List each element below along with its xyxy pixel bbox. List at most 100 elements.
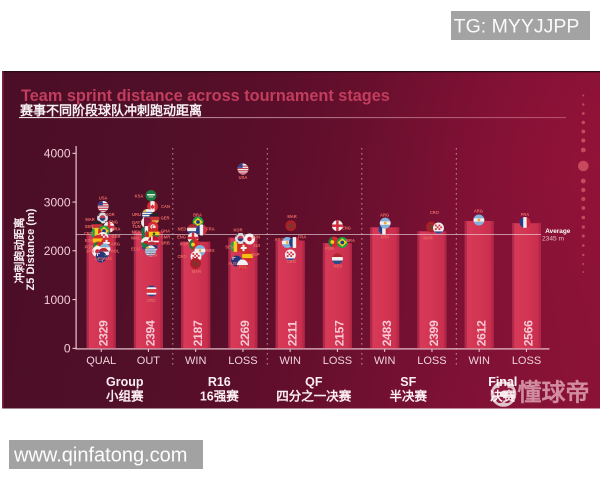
svg-text:0: 0 xyxy=(64,342,71,356)
svg-text:2329: 2329 xyxy=(96,320,110,346)
svg-text:WIN: WIN xyxy=(280,355,301,367)
svg-text:SF: SF xyxy=(400,375,416,389)
svg-text:Team sprint distance across to: Team sprint distance across tournament s… xyxy=(21,87,390,105)
svg-text:FRA: FRA xyxy=(521,212,529,217)
svg-text:SEN: SEN xyxy=(225,245,233,250)
svg-text:2269: 2269 xyxy=(238,320,252,346)
svg-text:ARG: ARG xyxy=(205,248,214,253)
svg-text:FRA: FRA xyxy=(298,235,306,240)
svg-text:ESP: ESP xyxy=(85,238,93,243)
svg-text:小组赛: 小组赛 xyxy=(105,389,144,404)
svg-text:LOSS: LOSS xyxy=(417,355,446,367)
svg-text:CRC: CRC xyxy=(147,298,156,303)
svg-text:GHA: GHA xyxy=(161,229,170,234)
svg-text:LOSS: LOSS xyxy=(323,355,352,367)
svg-text:ENG: ENG xyxy=(342,226,351,231)
svg-text:OUT: OUT xyxy=(137,355,161,367)
svg-text:KOR: KOR xyxy=(233,228,242,233)
svg-text:MEX: MEX xyxy=(132,230,141,235)
svg-text:SRB: SRB xyxy=(161,241,170,246)
svg-text:MAR: MAR xyxy=(287,214,296,219)
svg-text:POL: POL xyxy=(239,265,248,270)
svg-text:NED: NED xyxy=(95,257,104,262)
svg-text:WAL: WAL xyxy=(131,236,141,241)
svg-text:POR: POR xyxy=(85,245,94,250)
svg-text:Final: Final xyxy=(488,375,517,389)
svg-text:决赛: 决赛 xyxy=(490,389,516,404)
svg-text:ARG: ARG xyxy=(380,213,389,218)
svg-text:2399: 2399 xyxy=(427,320,441,346)
svg-text:ESP: ESP xyxy=(251,252,259,257)
svg-text:BRA: BRA xyxy=(112,227,121,232)
svg-text:TUN: TUN xyxy=(132,224,140,229)
svg-text:四分之一决赛: 四分之一决赛 xyxy=(276,389,352,404)
svg-text:CRO: CRO xyxy=(287,259,297,264)
svg-text:WIN: WIN xyxy=(185,355,206,367)
svg-text:ECU: ECU xyxy=(131,247,140,252)
svg-text:LOSS: LOSS xyxy=(228,355,257,367)
svg-text:CRO: CRO xyxy=(84,231,94,236)
svg-text:冲刺跑动距离: 冲刺跑动距离 xyxy=(12,218,26,284)
svg-text:赛事不同阶段球队冲刺跑动距离: 赛事不同阶段球队冲刺跑动距离 xyxy=(19,103,202,118)
svg-text:NED: NED xyxy=(334,264,343,269)
svg-text:ARG: ARG xyxy=(111,242,120,247)
svg-text:BRA: BRA xyxy=(346,238,355,243)
svg-text:NED: NED xyxy=(178,227,187,232)
svg-text:ENG: ENG xyxy=(177,235,186,240)
svg-text:CRO: CRO xyxy=(430,210,440,215)
svg-text:16强赛: 16强赛 xyxy=(200,389,239,404)
svg-text:MAR: MAR xyxy=(85,217,94,222)
svg-text:Z5 Distance (m): Z5 Distance (m) xyxy=(25,208,37,290)
svg-text:LOSS: LOSS xyxy=(512,355,541,367)
svg-text:GER: GER xyxy=(112,234,121,239)
svg-text:BRA: BRA xyxy=(193,213,202,218)
svg-text:QAT: QAT xyxy=(132,220,141,225)
svg-text:GER: GER xyxy=(161,216,170,221)
svg-text:SUI: SUI xyxy=(253,243,260,248)
svg-text:ARG: ARG xyxy=(474,209,483,214)
svg-text:R16: R16 xyxy=(208,375,231,389)
svg-text:CAN: CAN xyxy=(161,204,170,209)
svg-text:JPN: JPN xyxy=(86,249,94,254)
svg-text:URU: URU xyxy=(132,212,141,217)
svg-text:WIN: WIN xyxy=(374,355,395,367)
svg-text:www.qinfatong.com: www.qinfatong.com xyxy=(13,445,187,467)
svg-text:2566: 2566 xyxy=(522,320,536,346)
svg-text:1000: 1000 xyxy=(44,293,71,307)
svg-text:Average: Average xyxy=(545,228,570,235)
svg-text:POR: POR xyxy=(180,242,189,247)
svg-text:半决赛: 半决赛 xyxy=(390,389,428,404)
svg-text:MAR: MAR xyxy=(423,236,432,241)
svg-text:4000: 4000 xyxy=(44,147,71,161)
svg-text:SEN: SEN xyxy=(85,224,93,229)
svg-text:USA: USA xyxy=(99,196,108,201)
svg-text:JPN: JPN xyxy=(252,235,260,240)
svg-text:AUS: AUS xyxy=(103,256,112,261)
svg-text:POR: POR xyxy=(325,246,334,251)
svg-text:ENG: ENG xyxy=(109,220,118,225)
svg-text:KSA: KSA xyxy=(135,194,144,199)
svg-text:Group: Group xyxy=(106,375,144,389)
svg-text:懂球帝: 懂球帝 xyxy=(518,379,590,407)
svg-text:CMR: CMR xyxy=(161,235,170,240)
svg-text:2187: 2187 xyxy=(191,320,205,346)
svg-text:DEN: DEN xyxy=(149,253,158,258)
svg-text:2394: 2394 xyxy=(144,320,158,346)
svg-text:2211: 2211 xyxy=(285,321,299,347)
svg-text:2483: 2483 xyxy=(380,320,394,346)
svg-text:2612: 2612 xyxy=(474,320,488,346)
svg-text:MAR: MAR xyxy=(192,269,201,274)
svg-text:ARG: ARG xyxy=(274,237,283,242)
svg-text:WIN: WIN xyxy=(469,355,490,367)
svg-text:TG: MYYJJPP: TG: MYYJJPP xyxy=(454,16,580,38)
svg-text:CRO: CRO xyxy=(177,254,187,259)
svg-text:USA: USA xyxy=(239,175,248,180)
svg-text:AUS: AUS xyxy=(228,261,237,266)
svg-text:FRA: FRA xyxy=(206,227,214,232)
svg-text:KOR: KOR xyxy=(105,212,114,217)
svg-text:2000: 2000 xyxy=(44,244,71,258)
svg-text:HOL: HOL xyxy=(111,249,120,254)
svg-text:3000: 3000 xyxy=(44,195,71,209)
svg-text:2345 m: 2345 m xyxy=(542,235,565,242)
svg-text:2157: 2157 xyxy=(333,320,347,346)
